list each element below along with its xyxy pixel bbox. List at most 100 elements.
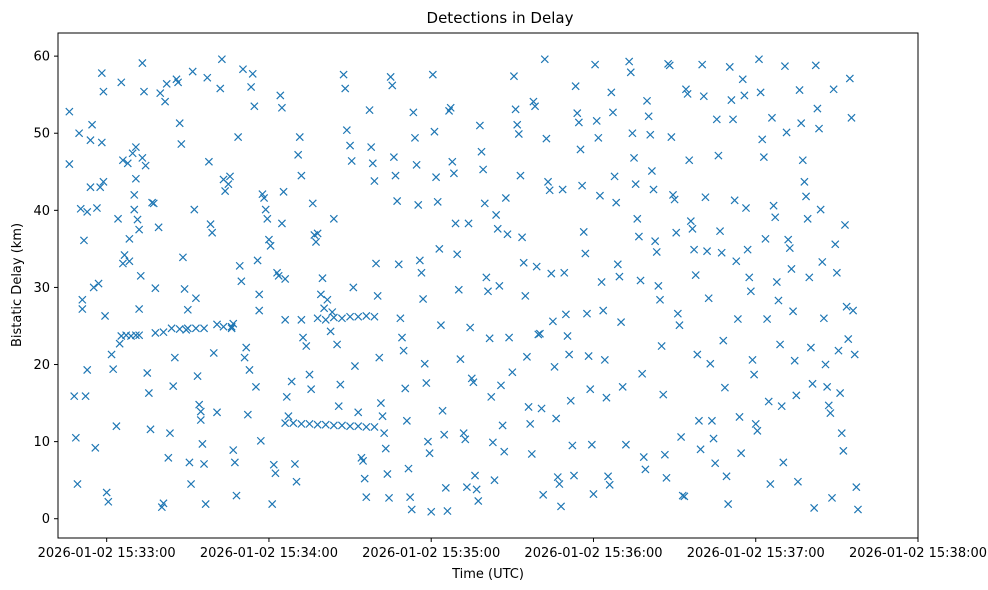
detection-point <box>566 396 575 405</box>
detection-point <box>406 493 415 502</box>
detection-point <box>638 369 647 378</box>
detection-point <box>733 315 742 324</box>
detection-point <box>185 458 194 467</box>
detection-point <box>569 471 579 480</box>
detection-point <box>641 465 650 474</box>
detection-point <box>672 228 681 237</box>
detection-point <box>320 304 329 313</box>
detection-point <box>443 506 452 516</box>
detection-point <box>221 187 230 196</box>
detection-point <box>488 438 497 447</box>
detection-point <box>169 382 178 391</box>
detection-point <box>83 207 92 216</box>
detection-point <box>247 82 256 91</box>
detection-point <box>717 248 726 257</box>
detection-point <box>552 414 561 423</box>
detection-point <box>290 459 299 469</box>
detection-point <box>501 193 510 203</box>
detection-point <box>767 113 776 122</box>
detection-point <box>333 340 342 349</box>
detection-point <box>438 406 447 415</box>
detection-point <box>118 156 127 165</box>
detection-point <box>617 318 626 327</box>
detection-point <box>532 262 541 271</box>
detection-point <box>527 449 536 458</box>
detection-point <box>313 314 322 323</box>
detection-point <box>777 402 786 411</box>
detection-point <box>563 331 572 341</box>
detection-point <box>318 274 327 283</box>
detection-point <box>420 359 429 368</box>
detection-point <box>251 382 260 391</box>
detection-point <box>480 199 489 208</box>
detection-point <box>625 57 634 66</box>
detection-point <box>430 127 439 136</box>
detection-point <box>294 150 303 159</box>
detection-point <box>831 240 840 249</box>
detection-point <box>277 103 286 112</box>
detection-point <box>827 493 837 502</box>
detection-point <box>342 126 351 135</box>
detection-point <box>206 220 215 229</box>
detection-point <box>101 311 110 320</box>
detection-point <box>393 197 402 206</box>
detection-point <box>470 471 480 480</box>
detection-point <box>810 503 819 512</box>
detection-point <box>561 310 570 319</box>
detection-point <box>295 133 304 142</box>
detection-point <box>354 408 363 417</box>
detection-point <box>209 348 218 357</box>
detection-point <box>131 143 140 152</box>
detection-point <box>232 491 241 500</box>
plot-frame <box>57 32 919 539</box>
detection-point <box>195 400 204 409</box>
detection-point <box>698 60 707 69</box>
detection-point <box>537 404 546 413</box>
detection-point <box>346 141 355 150</box>
detection-point <box>595 191 604 200</box>
detection-point <box>227 324 236 333</box>
detection-point <box>578 181 587 190</box>
detection-point <box>346 422 355 431</box>
detection-point <box>328 308 337 317</box>
detection-point <box>626 68 635 77</box>
detection-point <box>772 278 781 287</box>
detection-point <box>500 447 509 456</box>
detection-point <box>242 343 251 352</box>
detection-point <box>508 368 517 377</box>
detection-point <box>651 237 660 246</box>
detection-point <box>524 402 533 411</box>
detection-point <box>665 61 674 70</box>
detection-point <box>407 505 416 514</box>
detection-point <box>550 362 559 371</box>
detection-point <box>372 259 381 268</box>
detection-point <box>730 196 739 205</box>
detection-point <box>482 273 491 282</box>
detection-point <box>198 439 207 448</box>
detection-point <box>381 444 390 453</box>
detection-point <box>410 133 420 142</box>
detection-point <box>785 244 794 253</box>
detection-point <box>376 399 385 408</box>
detection-point <box>329 313 338 322</box>
detection-point <box>238 65 248 74</box>
detection-point <box>380 429 389 438</box>
detection-point <box>660 450 669 459</box>
detection-point <box>190 205 199 214</box>
detection-point <box>200 324 209 333</box>
detection-point <box>582 309 592 318</box>
detection-point <box>602 393 611 402</box>
detection-point <box>435 244 444 253</box>
detection-point <box>670 195 679 204</box>
detection-point <box>281 315 290 324</box>
detection-point <box>284 412 293 421</box>
detection-point <box>518 233 527 242</box>
detection-point <box>141 161 150 170</box>
detection-point <box>462 483 471 492</box>
detection-point <box>125 234 134 243</box>
detection-point <box>743 245 752 254</box>
detection-point <box>490 476 499 485</box>
detection-point <box>544 177 553 186</box>
detection-point <box>159 499 168 508</box>
detection-point <box>802 192 811 201</box>
